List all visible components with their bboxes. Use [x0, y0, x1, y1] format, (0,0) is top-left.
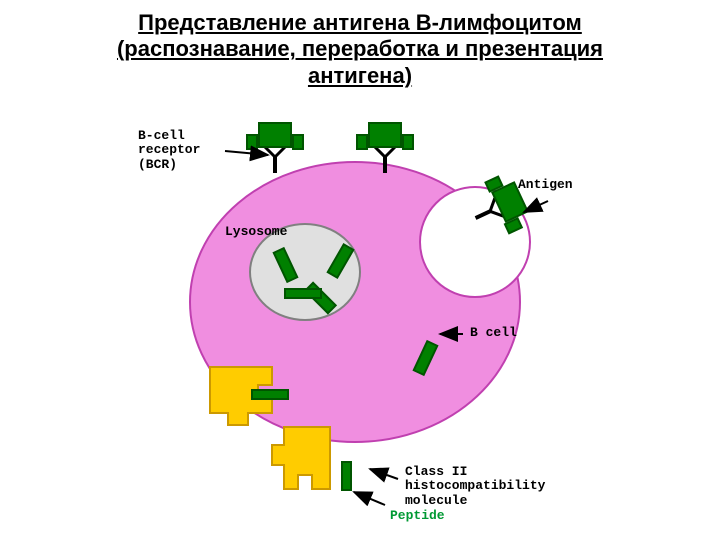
- label-lysosome: Lysosome: [225, 225, 287, 239]
- page-title: Представление антигена В-лимфоцитом (рас…: [0, 0, 720, 97]
- label-bcell: B cell: [470, 326, 517, 340]
- title-line-3: антигена): [20, 63, 700, 89]
- title-line-1: Представление антигена В-лимфоцитом: [20, 10, 700, 36]
- title-line-2: (распознавание, переработка и презентаци…: [20, 36, 700, 62]
- label-bcr: B-cell receptor (BCR): [138, 129, 200, 172]
- diagram-canvas: B-cell receptor (BCR) Antigen Lysosome B…: [0, 97, 720, 547]
- label-antigen: Antigen: [518, 178, 573, 192]
- label-mhc: Class II histocompatibility molecule: [405, 465, 545, 508]
- diagram-svg: [0, 97, 720, 547]
- label-peptide: Peptide: [390, 508, 445, 523]
